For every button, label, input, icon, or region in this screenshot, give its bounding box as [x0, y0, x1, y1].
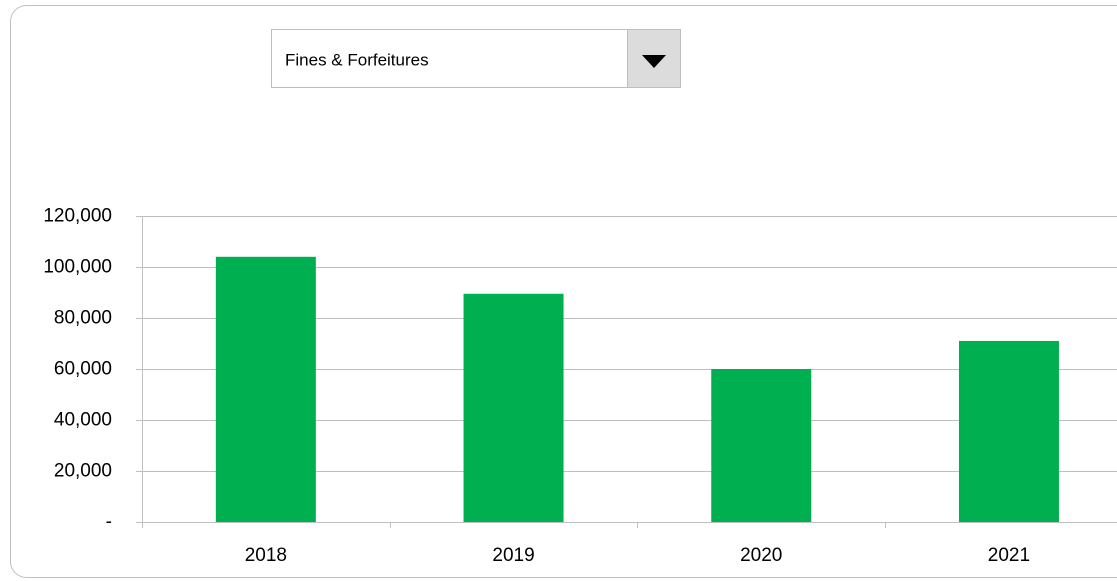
y-tick-label: 100,000: [43, 257, 112, 278]
dropdown-arrow[interactable]: [642, 55, 666, 68]
y-tick-label: 40,000: [54, 410, 112, 431]
x-tick-label: 2020: [740, 545, 782, 566]
y-tick-label: -: [106, 512, 112, 533]
chart-border: [10, 5, 1117, 578]
y-tick-label: 60,000: [54, 359, 112, 380]
x-tick-label: 2021: [988, 545, 1030, 566]
bar: [958, 340, 1059, 522]
bar: [711, 369, 812, 522]
y-tick-label: 120,000: [43, 206, 112, 227]
x-tick-label: 2018: [245, 545, 287, 566]
dropdown-text[interactable]: Fines & Forfeitures: [285, 50, 429, 69]
dropdown[interactable]: Fines & Forfeitures: [271, 29, 681, 88]
bar: [463, 293, 564, 522]
x-tick-label: 2019: [492, 545, 534, 566]
dropdown-box[interactable]: [271, 29, 681, 88]
bar: [215, 256, 316, 522]
y-tick-label: 20,000: [54, 461, 112, 482]
y-tick-label: 80,000: [54, 308, 112, 329]
